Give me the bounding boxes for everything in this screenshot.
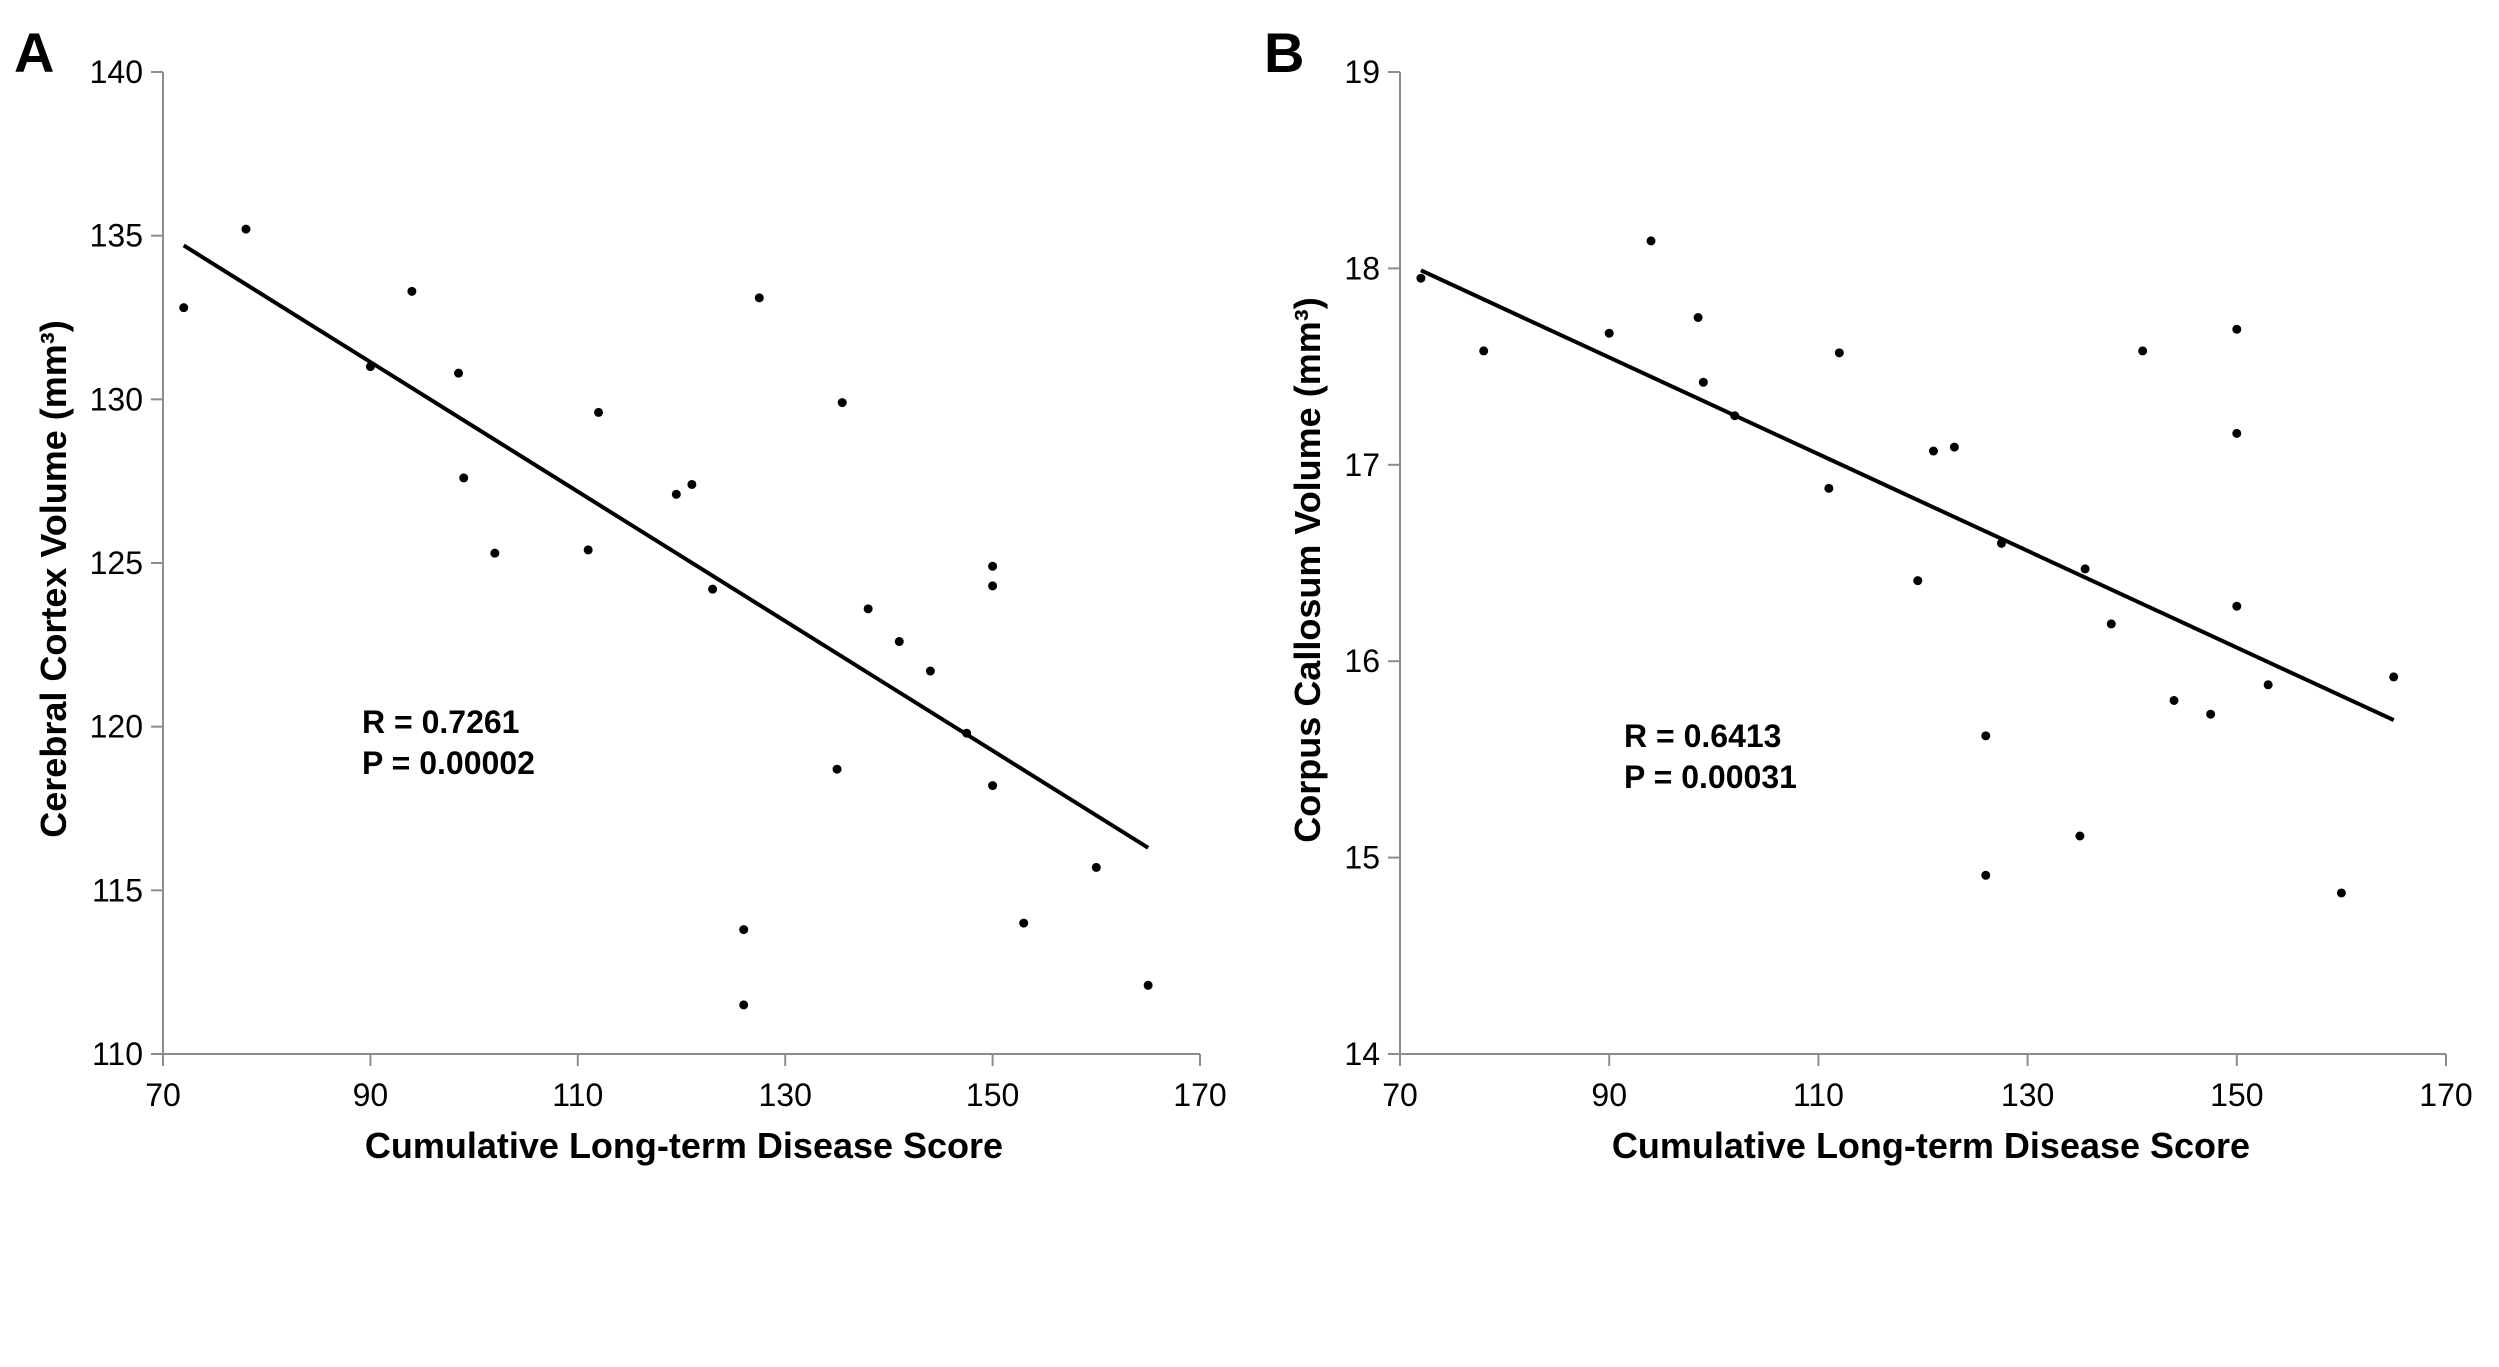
- panel-b-r-value: R = 0.6413: [1624, 718, 1781, 754]
- panel-b-x-axis-title: Cumulative Long-term Disease Score: [1612, 1125, 2250, 1166]
- panel-a-data-point: [671, 489, 681, 499]
- panel-a-data-point: [925, 666, 935, 676]
- panel-b-p-value: P = 0.00031: [1624, 759, 1797, 795]
- panel-b-data-point: [1646, 236, 1656, 246]
- panel-a-data-point: [837, 398, 847, 408]
- panel-a-plot-area: 110 115 120 125 130 135 140 70 90 110 130 150 170: [90, 54, 1227, 1113]
- panel-a-x-tick-label: 110: [552, 1077, 603, 1113]
- panel-b-data-point: [2080, 564, 2090, 574]
- panel-b-trendline: [1420, 268, 2395, 722]
- panel-a-data-point: [1143, 980, 1153, 990]
- panel-a-data-point: [365, 362, 375, 372]
- panel-b-x-tick-label: 110: [1793, 1077, 1844, 1113]
- panel-b-x-tick-label: 150: [2210, 1077, 2263, 1113]
- panel-a-x-tick-label: 170: [1173, 1077, 1226, 1113]
- panel-b: B 14 15 16 17 18 19 70 90 110 130 150 170 Cumulativ…: [1264, 21, 2473, 1166]
- panel-a-data-point: [754, 293, 764, 303]
- panel-b-data-point: [1730, 411, 1740, 421]
- panel-a-data-point: [894, 637, 904, 647]
- panel-b-data-point: [1996, 538, 2006, 548]
- panel-a-x-axis-title: Cumulative Long-term Disease Score: [365, 1125, 1003, 1166]
- panel-b-data-point: [1693, 313, 1703, 322]
- panel-a-data-point: [739, 1000, 749, 1010]
- panel-a-data-point: [454, 368, 464, 378]
- panel-b-data-point: [2138, 346, 2148, 356]
- panel-a-data-point: [687, 479, 697, 489]
- panel-b-data-point: [1479, 346, 1489, 356]
- panel-a-y-tick-label: 120: [90, 709, 143, 745]
- panel-b-x-tick-label: 170: [2419, 1077, 2472, 1113]
- panel-a-data-point: [988, 781, 998, 791]
- panel-b-letter: B: [1264, 21, 1304, 84]
- panel-a-r-value: R = 0.7261: [362, 704, 519, 740]
- panel-a-data-point: [962, 728, 972, 738]
- panel-a-data-point: [988, 581, 998, 591]
- panel-b-data-point: [1416, 273, 1426, 283]
- panel-b-y-tick-label: 15: [1344, 840, 1380, 876]
- panel-a-data-point: [988, 561, 998, 571]
- panel-a-data-point: [739, 925, 749, 935]
- panel-b-data-point: [2263, 680, 2273, 690]
- panel-a-data-point: [832, 764, 842, 774]
- panel-b-data-point: [2075, 831, 2085, 841]
- panel-a-trendline: [182, 243, 1150, 850]
- panel-b-data-point: [1834, 348, 1844, 358]
- panel-b-data-point: [2232, 324, 2242, 334]
- panel-b-data-point: [1698, 377, 1708, 387]
- panel-b-y-tick-label: 14: [1344, 1036, 1380, 1072]
- panel-b-y-tick-label: 16: [1344, 643, 1380, 679]
- panel-b-data-point: [1604, 328, 1614, 338]
- panel-b-data-point: [1913, 576, 1923, 586]
- panel-b-data-point: [1981, 731, 1991, 741]
- panel-a-y-tick-label: 135: [90, 218, 143, 254]
- panel-b-data-point: [2232, 428, 2242, 438]
- panel-a-x-tick-label: 130: [759, 1077, 812, 1113]
- panel-a-y-tick-label: 125: [90, 545, 143, 581]
- panel-b-data-point: [1824, 483, 1834, 493]
- panel-b-data-point: [2206, 709, 2216, 719]
- panel-b-y-tick-label: 19: [1344, 54, 1380, 90]
- panel-a-data-point: [407, 286, 417, 296]
- panel-a-y-tick-label: 110: [92, 1036, 143, 1072]
- panel-b-data-point: [2336, 888, 2346, 898]
- panel-b-data-point: [1928, 446, 1938, 456]
- panel-a-data-point: [241, 224, 251, 234]
- panel-b-x-tick-label: 130: [2001, 1077, 2054, 1113]
- panel-b-data-point: [2389, 672, 2399, 682]
- panel-a-data-point: [863, 604, 873, 614]
- panel-b-y-tick-label: 17: [1344, 447, 1380, 483]
- panel-b-x-tick-label: 70: [1382, 1077, 1418, 1113]
- panel-a-x-tick-label: 90: [353, 1077, 389, 1113]
- panel-a-letter: A: [14, 21, 54, 84]
- panel-b-data-point: [2232, 601, 2242, 611]
- panel-a-data-point: [459, 473, 469, 483]
- panel-b-data-point: [2169, 695, 2179, 705]
- panel-a-data-point: [594, 407, 604, 417]
- panel-a-data-point: [490, 548, 500, 558]
- panel-b-data-point: [2106, 619, 2116, 629]
- panel-a-y-tick-label: 115: [92, 872, 143, 908]
- panel-b-data-point: [1981, 870, 1991, 880]
- panel-a-y-axis-title: Cerebral Cortex Volume (mm³): [33, 320, 74, 837]
- panel-a-data-point: [1091, 862, 1101, 872]
- panel-a-y-tick-label: 130: [90, 381, 143, 417]
- panel-a-x-tick-label: 150: [966, 1077, 1019, 1113]
- panel-b-y-tick-label: 18: [1344, 250, 1380, 286]
- panel-a-y-tick-label: 140: [90, 54, 143, 90]
- panel-a-data-point: [583, 545, 593, 555]
- panel-b-data-point: [1949, 442, 1959, 452]
- panel-b-plot-area: 14 15 16 17 18 19 70 90 110 130 150 170: [1344, 54, 2472, 1113]
- panel-a-data-point: [708, 584, 718, 594]
- panel-b-x-tick-label: 90: [1591, 1077, 1627, 1113]
- panel-a-data-point: [179, 303, 189, 313]
- panel-a-p-value: P = 0.00002: [362, 745, 535, 781]
- panel-a-data-point: [1019, 918, 1029, 928]
- panel-a-x-tick-label: 70: [145, 1077, 181, 1113]
- panel-b-y-axis-title: Corpus Callosum Volume (mm³): [1287, 297, 1328, 842]
